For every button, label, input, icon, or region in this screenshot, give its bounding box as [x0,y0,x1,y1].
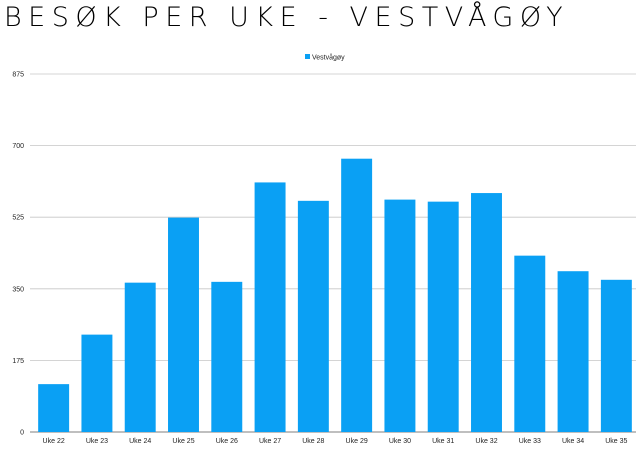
bar [38,384,70,432]
bar [211,281,243,432]
x-tick-label: Uke 24 [129,438,151,445]
bar [600,279,632,432]
legend-swatch [305,54,310,59]
y-tick-label: 175 [12,358,24,365]
x-tick-label: Uke 25 [172,438,194,445]
y-tick-label: 525 [12,215,24,222]
bar [254,182,286,432]
bar [384,199,416,432]
legend: Vestvågøy [305,54,345,62]
bar [81,334,113,432]
bar [557,271,589,432]
bar [124,282,156,432]
x-tick-label: Uke 28 [302,438,324,445]
tick-labels: 0 175 350 525 700 875 Uke 22 Uke 23 Uke 24 Uke 25… [12,72,627,446]
y-tick-label: 700 [12,143,24,150]
x-tick-label: Uke 23 [86,438,108,445]
bar [427,201,459,432]
y-tick-label: 875 [12,72,24,79]
bars [38,158,632,432]
bar [514,255,546,432]
x-tick-label: Uke 32 [475,438,497,445]
x-tick-label: Uke 22 [43,438,65,445]
bar [297,200,329,432]
bar [341,158,373,432]
legend-label: Vestvågøy [312,54,345,62]
y-tick-label: 0 [20,430,24,437]
x-tick-label: Uke 35 [605,438,627,445]
chart-title: BESØK PER UKE - VESTVÅGØY [4,2,570,33]
x-tick-label: Uke 31 [432,438,454,445]
x-tick-label: Uke 33 [519,438,541,445]
x-tick-label: Uke 30 [389,438,411,445]
bar [168,217,199,432]
y-tick-label: 350 [12,286,24,293]
x-tick-label: Uke 29 [346,438,368,445]
x-tick-label: Uke 34 [562,438,584,445]
bar [471,193,502,432]
x-tick-label: Uke 26 [216,438,238,445]
x-tick-label: Uke 27 [259,438,281,445]
